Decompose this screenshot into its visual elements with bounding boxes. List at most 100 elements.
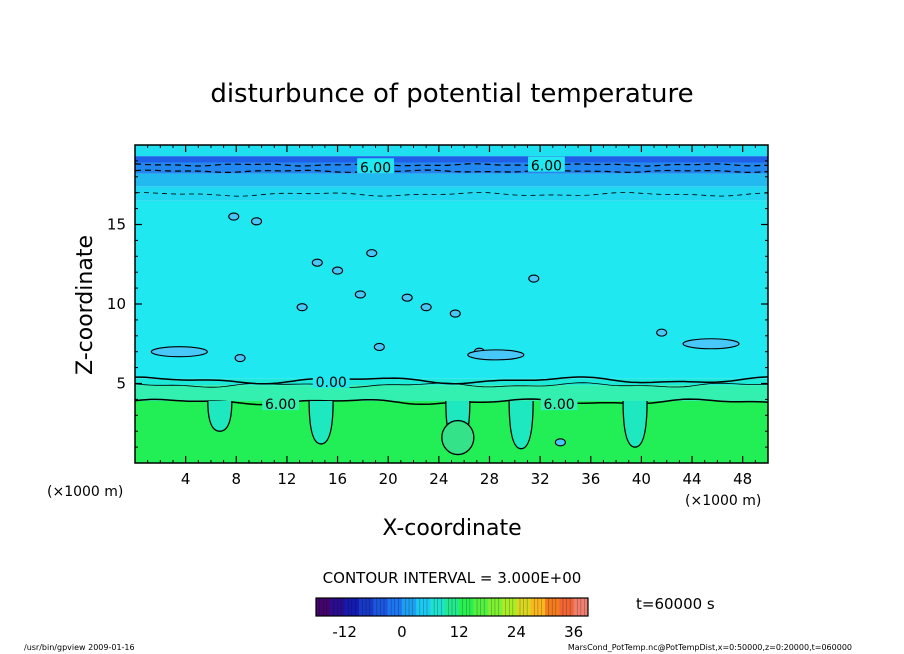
color-band (135, 162, 768, 174)
contour-cell (366, 249, 378, 258)
contour-label: 6.00 (531, 159, 562, 175)
colorbar-cell (358, 598, 374, 616)
chart-title: disturbunce of potential temperature (210, 79, 693, 109)
x-tick-label: 48 (733, 470, 752, 488)
colorbar-cell (530, 598, 546, 616)
colorbar-ticks: -12 0 12 24 36 (332, 623, 583, 641)
contour-cell (250, 217, 263, 226)
x-tick-label: 36 (581, 470, 600, 488)
colorbar-cell (430, 598, 446, 616)
x-unit-right: (×1000 m) (685, 493, 761, 509)
x-axis-label: X-coordinate (382, 516, 521, 541)
colorbar-cell (330, 598, 346, 616)
colorbar-cell (373, 598, 389, 616)
color-band (135, 385, 768, 401)
colorbar-cell (473, 598, 489, 616)
colorbar-cell (516, 598, 532, 616)
colorbar-cell (387, 598, 403, 616)
contour-cell (354, 290, 366, 299)
colorbar-cell (416, 598, 432, 616)
colorbar-cell (316, 598, 331, 616)
y-axis: 5 10 15 (107, 160, 768, 448)
colorbar-tick-label: -12 (332, 623, 357, 641)
contour-cell (332, 266, 344, 275)
contour-label: 0.00 (316, 375, 347, 391)
time-label: t=60000 s (636, 595, 715, 613)
color-band (135, 186, 768, 201)
contour-line (135, 169, 768, 174)
contour-line (508, 400, 534, 450)
colorbar-cell (344, 598, 360, 616)
x-tick-label: 12 (277, 470, 296, 488)
contour-cell (311, 258, 323, 267)
contour-line (308, 400, 334, 445)
colorbar-cell (573, 598, 589, 616)
contour-line (135, 382, 768, 388)
x-tick-label: 40 (632, 470, 651, 488)
x-tick-label: 16 (328, 470, 347, 488)
x-tick-label: 8 (232, 470, 242, 488)
colorbar-cell (559, 598, 575, 616)
colorbar-cell (487, 598, 503, 616)
contour-cell (150, 346, 208, 358)
y-tick-label: 10 (107, 295, 126, 313)
contour-cell (449, 309, 461, 318)
contour-cell (554, 438, 566, 447)
colorbar-cell (459, 598, 474, 616)
color-band (135, 378, 768, 386)
colorbar (315, 597, 589, 617)
contour-label-bg (528, 156, 565, 172)
x-tick-label: 20 (379, 470, 398, 488)
contour-interval: CONTOUR INTERVAL = 3.000E+00 (323, 569, 582, 587)
x-tick-label: 4 (181, 470, 191, 488)
colorbar-tick-label: 0 (397, 623, 407, 641)
contour-line (207, 400, 233, 432)
contour-cell (228, 212, 240, 221)
colorbar-cell (444, 598, 460, 616)
colorbar-frame (315, 597, 589, 617)
colorbar-cell (401, 598, 417, 616)
color-band (135, 156, 768, 163)
contour-cell (656, 328, 668, 337)
contour-lines (135, 163, 768, 456)
x-tick-label: 32 (531, 470, 550, 488)
contour-label-bg (357, 158, 394, 174)
contour-cell (467, 349, 525, 361)
y-tick-label: 15 (107, 216, 126, 234)
contour-cell (682, 338, 740, 350)
colorbar-cell (545, 598, 560, 616)
footer-left: /usr/bin/gpview 2009-01-16 (24, 643, 135, 652)
contour-label: 6.00 (265, 397, 296, 413)
x-axis: 4 8 12 16 20 24 28 32 36 40 44 48 (147, 145, 756, 488)
contour-cell (441, 419, 475, 456)
contour-cell (528, 274, 540, 283)
contour-label: 6.00 (360, 160, 391, 176)
contour-cell (420, 303, 432, 312)
color-band (135, 173, 768, 187)
contour-label-bg (312, 372, 350, 388)
contour-cell (373, 342, 385, 351)
contour-line (622, 400, 648, 448)
colorbar-cell (502, 598, 517, 616)
colorbar-tick-label: 36 (564, 623, 583, 641)
colorbar-tick-label: 12 (450, 623, 469, 641)
contour-cell (296, 303, 308, 312)
contour-label: 6.00 (544, 397, 575, 413)
y-axis-label: Z-coordinate (73, 235, 98, 375)
x-tick-label: 44 (682, 470, 701, 488)
color-band (135, 200, 768, 379)
x-unit-left: (×1000 m) (47, 484, 123, 500)
x-tick-label: 28 (480, 470, 499, 488)
plot-area (135, 145, 768, 463)
x-tick-label: 24 (429, 470, 448, 488)
contour-cell (234, 354, 246, 363)
contour-line (135, 163, 768, 167)
contour-label-bg (540, 395, 578, 411)
y-tick-label: 5 (116, 375, 126, 393)
contour-line (135, 192, 768, 197)
contour-label-bg (262, 395, 299, 411)
color-band (135, 145, 768, 157)
contour-labels: 6.00 6.00 0.00 6.00 6.00 (262, 156, 578, 413)
footer-right: MarsCond_PotTemp.nc@PotTempDist,x=0:5000… (568, 643, 852, 652)
